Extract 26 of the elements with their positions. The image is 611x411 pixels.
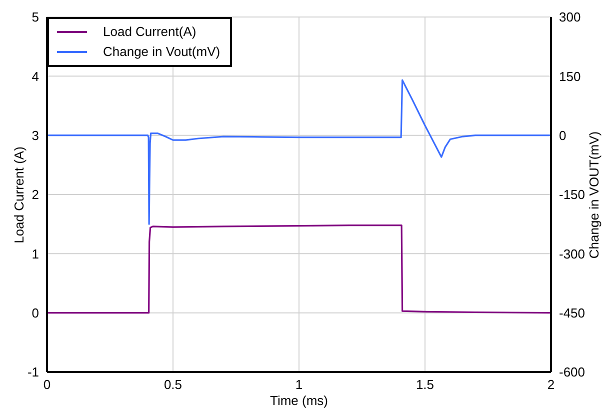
y2-axis-title: Change in VOUT(mV) [586, 130, 602, 258]
y2-tick-label: -450 [559, 305, 586, 320]
y2-tick-label: -300 [559, 246, 586, 262]
x-tick-label: 0 [43, 377, 51, 392]
y2-tick-label: 150 [559, 68, 581, 84]
x-tick-label: 1 [295, 377, 303, 392]
x-tick-label: 2 [547, 377, 555, 392]
y-tick-label: 5 [32, 10, 39, 25]
y-tick-label: 3 [32, 128, 39, 143]
y-tick-label: -1 [27, 364, 39, 380]
line-series [47, 79, 551, 225]
y2-tick-label: 300 [559, 10, 581, 25]
line-series [47, 224, 551, 314]
y2-tick-label: -600 [559, 364, 586, 380]
legend-label: Load Current(A) [103, 23, 196, 41]
x-tick-label: 1.5 [416, 377, 434, 392]
y-axis-title: Load Current (A) [12, 146, 26, 243]
y2-tick-label: 0 [559, 128, 566, 143]
x-axis-title: Time (ms) [268, 393, 329, 408]
legend-label: Change in Vout(mV) [103, 43, 220, 61]
x-tick-label: 0.5 [164, 377, 182, 392]
y-tick-label: 4 [32, 68, 39, 84]
y-tick-label: 2 [32, 187, 39, 202]
y-tick-label: 1 [32, 246, 39, 262]
y-tick-label: 0 [32, 305, 39, 320]
y2-tick-label: -150 [559, 187, 586, 202]
